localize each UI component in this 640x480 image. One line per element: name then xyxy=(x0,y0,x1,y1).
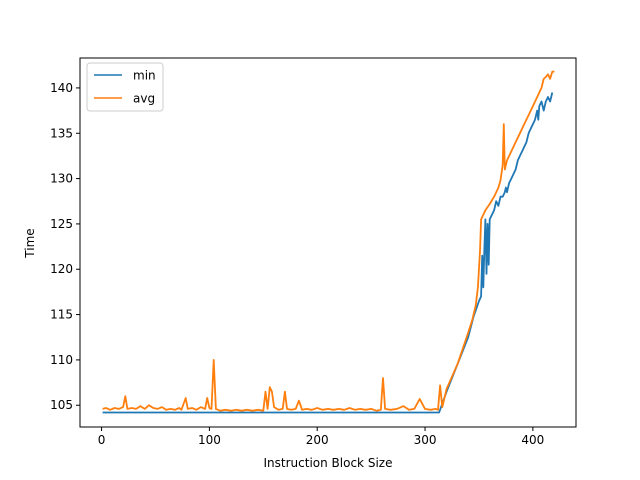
y-axis-label: Time xyxy=(23,228,37,258)
x-tick-label: 400 xyxy=(521,433,544,447)
series-layer xyxy=(102,70,555,414)
legend: min avg xyxy=(86,62,164,112)
x-axis-label: Instruction Block Size xyxy=(264,456,393,470)
y-tick-label: 140 xyxy=(50,81,73,95)
legend-label-avg: avg xyxy=(133,92,155,106)
y-tick-label: 125 xyxy=(50,217,73,231)
ticks-layer: 0 100 200 300 400 105 110 115 120 125 130 135 140 xyxy=(50,81,544,447)
x-tick-label: 0 xyxy=(98,433,106,447)
y-tick-label: 110 xyxy=(50,353,73,367)
series-line-avg xyxy=(102,70,555,412)
plot-frame xyxy=(79,57,577,428)
x-tick-label: 200 xyxy=(306,433,329,447)
axes-layer xyxy=(79,57,577,428)
y-tick-label: 120 xyxy=(50,262,73,276)
y-tick-label: 135 xyxy=(50,126,73,140)
x-tick-label: 100 xyxy=(198,433,221,447)
legend-label-min: min xyxy=(133,69,156,83)
y-tick-label: 130 xyxy=(50,172,73,186)
y-tick-label: 115 xyxy=(50,308,73,322)
x-tick-label: 300 xyxy=(414,433,437,447)
y-tick-label: 105 xyxy=(50,398,73,412)
